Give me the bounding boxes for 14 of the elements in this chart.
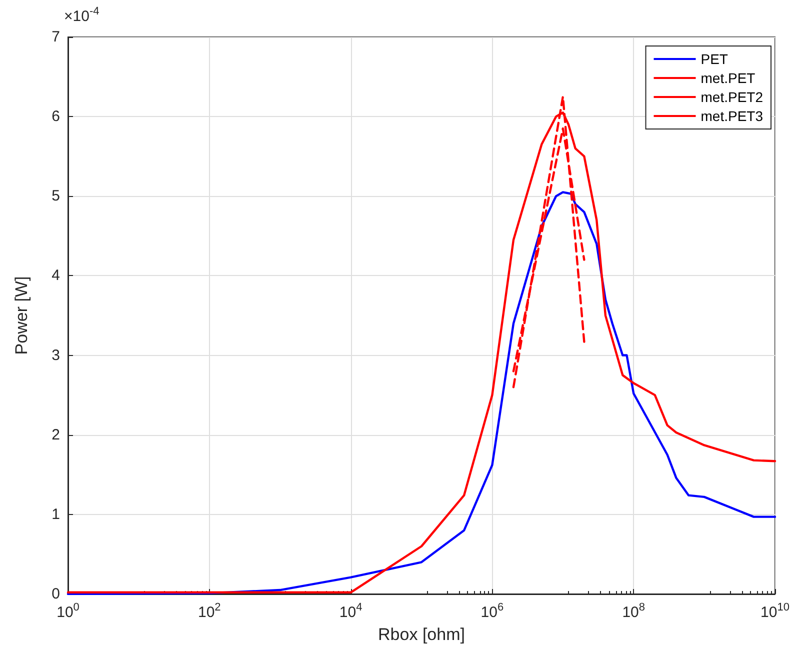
y-tick-label: 1 — [52, 506, 60, 523]
y-axis-title: Power [W] — [12, 276, 31, 355]
y-tick-label: 5 — [52, 188, 60, 205]
y-tick-label: 3 — [52, 346, 60, 364]
y-tick-label: 7 — [52, 28, 60, 46]
y-tick-label: 6 — [52, 108, 60, 126]
legend-label: met.PET3 — [700, 108, 764, 124]
legend-label: met.PET2 — [700, 89, 764, 105]
legend-label: met.PET — [700, 70, 756, 86]
legend-label: PET — [700, 51, 728, 67]
y-tick-label: 2 — [52, 426, 60, 444]
x-axis-title: Rbox [ohm] — [378, 625, 465, 644]
y-tick-label: 0 — [52, 586, 60, 602]
y-tick-label: 4 — [52, 267, 60, 284]
